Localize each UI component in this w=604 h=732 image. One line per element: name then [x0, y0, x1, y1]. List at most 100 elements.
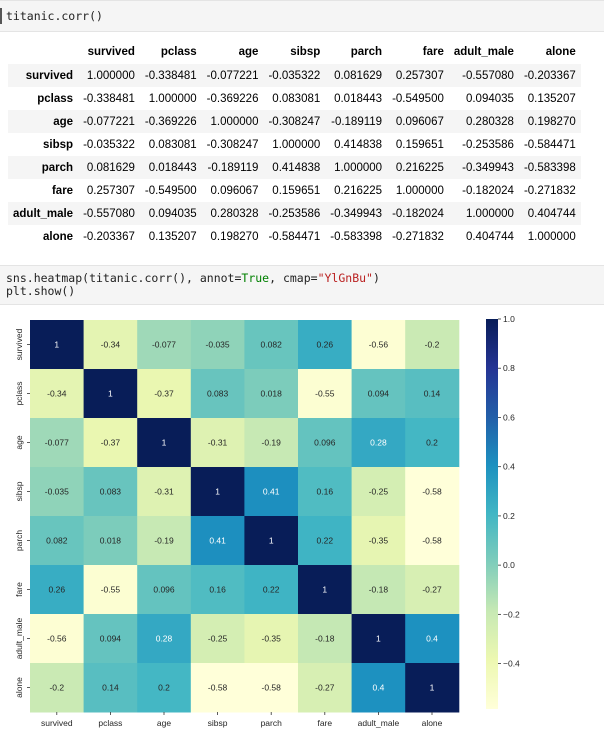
- row-header-survived: survived: [25, 69, 74, 82]
- table-cell: -0.369226: [144, 115, 197, 128]
- table-row: survived 1.000000 -0.338481 -0.077221 -0.035…: [8, 64, 581, 87]
- table-row: sibsp -0.035322 0.083081 -0.308247 1.000000 0…: [8, 133, 581, 156]
- heatmap-cell: [298, 418, 353, 468]
- code-line-1-mid: , cmap=: [269, 271, 318, 285]
- heatmap-cell: [351, 516, 406, 566]
- heatmap-cell: [137, 614, 192, 664]
- heatmap-annotation: -0.035: [45, 487, 69, 497]
- heatmap-cell: [190, 663, 245, 713]
- heatmap-annotation: 0.4: [426, 634, 438, 644]
- x-tick-label: age: [157, 718, 171, 728]
- table-cell: -0.203367: [83, 230, 135, 243]
- heatmap-cell: [190, 467, 245, 517]
- colorbar-tick-label: 0.2: [503, 511, 515, 521]
- y-tick-label: alone: [14, 677, 24, 698]
- table-cell: -0.077221: [206, 69, 259, 82]
- heatmap-cell: [351, 418, 406, 468]
- heatmap-annotation: 0.22: [263, 585, 280, 595]
- table-cell: -0.349943: [330, 207, 383, 220]
- table-cell: 0.414838: [334, 138, 383, 151]
- colorbar-tick-label: −0.2: [503, 609, 520, 619]
- heatmap-cell: [83, 418, 138, 468]
- correlation-table: survived pclass age sibsp parch fare adult_mal…: [8, 40, 581, 248]
- table-cell: -0.557080: [462, 69, 514, 82]
- column-header-pclass: pclass: [160, 46, 197, 58]
- heatmap-annotation: -0.56: [47, 634, 67, 644]
- table-cell: -0.271832: [523, 184, 576, 197]
- heatmap-annotation: -0.077: [45, 438, 69, 448]
- table-cell: -0.271832: [392, 230, 444, 243]
- heatmap-cell: [190, 614, 245, 664]
- heatmap-annotation: 0.41: [209, 536, 226, 546]
- heatmap-annotation: -0.18: [369, 585, 389, 595]
- code-cell-1-source[interactable]: titanic.corr(): [6, 9, 103, 23]
- heatmap-cell: [83, 516, 138, 566]
- correlation-heatmap: 1 -0.34 -0.077 -0.035 0.082 0.26 -0.56 -0.2 -0.3…: [14, 314, 520, 728]
- y-tick-label: survived: [14, 328, 24, 360]
- heatmap-cell: [190, 418, 245, 468]
- heatmap-annotation: 0.26: [317, 340, 334, 350]
- table-cell: 0.257307: [86, 184, 135, 197]
- heatmap-cell: [137, 467, 192, 517]
- heatmap-cell: [351, 663, 406, 713]
- y-tick-label: age: [14, 435, 24, 449]
- table-cell: -0.584471: [268, 230, 321, 243]
- y-tick-label: fare: [14, 582, 24, 597]
- heatmap-cell: [137, 516, 192, 566]
- heatmap-cell: [244, 663, 299, 713]
- heatmap-annotation: 0.096: [314, 438, 336, 448]
- table-cell: 1.000000: [148, 92, 197, 105]
- heatmap-annotation: -0.37: [154, 389, 174, 399]
- table-cell: 0.257307: [395, 69, 444, 82]
- heatmap-annotation: -0.25: [208, 634, 228, 644]
- table-cell: -0.338481: [144, 69, 197, 82]
- heatmap-annotation: 0.083: [100, 487, 122, 497]
- table-cell: 0.096067: [210, 184, 259, 197]
- table-cell: -0.584471: [523, 138, 576, 151]
- heatmap-cell: [30, 369, 85, 419]
- table-cell: -0.583398: [523, 161, 576, 174]
- heatmap-cell: [30, 418, 85, 468]
- heatmap-cell: [137, 320, 192, 370]
- colorbar-tick-label: 1.0: [503, 314, 515, 324]
- heatmap-cell: [351, 369, 406, 419]
- heatmap-annotation: 1: [376, 634, 381, 644]
- x-tick-label: sibsp: [208, 718, 228, 728]
- heatmap-cell: [351, 565, 406, 615]
- x-tick-label: fare: [317, 718, 332, 728]
- heatmap-cell: [244, 418, 299, 468]
- code-cell-1[interactable]: titanic.corr(): [0, 0, 604, 32]
- heatmap-cell: [137, 418, 192, 468]
- heatmap-cell: [30, 516, 85, 566]
- code-line-1-suffix: ): [372, 271, 380, 285]
- heatmap-cell: [83, 369, 138, 419]
- heatmap-annotation: -0.58: [262, 683, 282, 693]
- code-cell-2[interactable]: sns.heatmap(titanic.corr(), annot=True, …: [0, 265, 604, 305]
- code-cell-2-source[interactable]: sns.heatmap(titanic.corr(), annot=True, …: [6, 272, 380, 298]
- column-header-sibsp: sibsp: [290, 46, 321, 58]
- heatmap-cell: [190, 565, 245, 615]
- heatmap-annotation: -0.35: [369, 536, 389, 546]
- heatmap-cell: [190, 516, 245, 566]
- heatmap-annotation: -0.31: [208, 438, 228, 448]
- y-tick-label: adult_male: [14, 617, 24, 659]
- heatmap-annotation: 1: [269, 536, 274, 546]
- heatmap-annotation: 0.096: [153, 585, 175, 595]
- heatmap-annotation: -0.2: [425, 340, 440, 350]
- heatmap-annotation: -0.18: [315, 634, 335, 644]
- x-tick-label: survived: [41, 718, 73, 728]
- heatmap-cell: [405, 516, 460, 566]
- heatmap-annotation: 1: [322, 585, 327, 595]
- column-header-parch: parch: [350, 46, 383, 58]
- heatmap-cell: [244, 320, 299, 370]
- heatmap-annotation: -0.58: [422, 487, 442, 497]
- x-tick-label: alone: [422, 718, 443, 728]
- x-tick-label: parch: [261, 718, 283, 728]
- code-line-1-prefix: sns.heatmap(titanic.corr(), annot=: [6, 271, 242, 285]
- heatmap-annotation: -0.34: [47, 389, 67, 399]
- heatmap-cell: [405, 663, 460, 713]
- table-cell: -0.369226: [206, 92, 259, 105]
- table-cell: 0.404744: [465, 230, 514, 243]
- heatmap-annotation: 0.4: [372, 683, 384, 693]
- table-cell: 1.000000: [86, 69, 135, 82]
